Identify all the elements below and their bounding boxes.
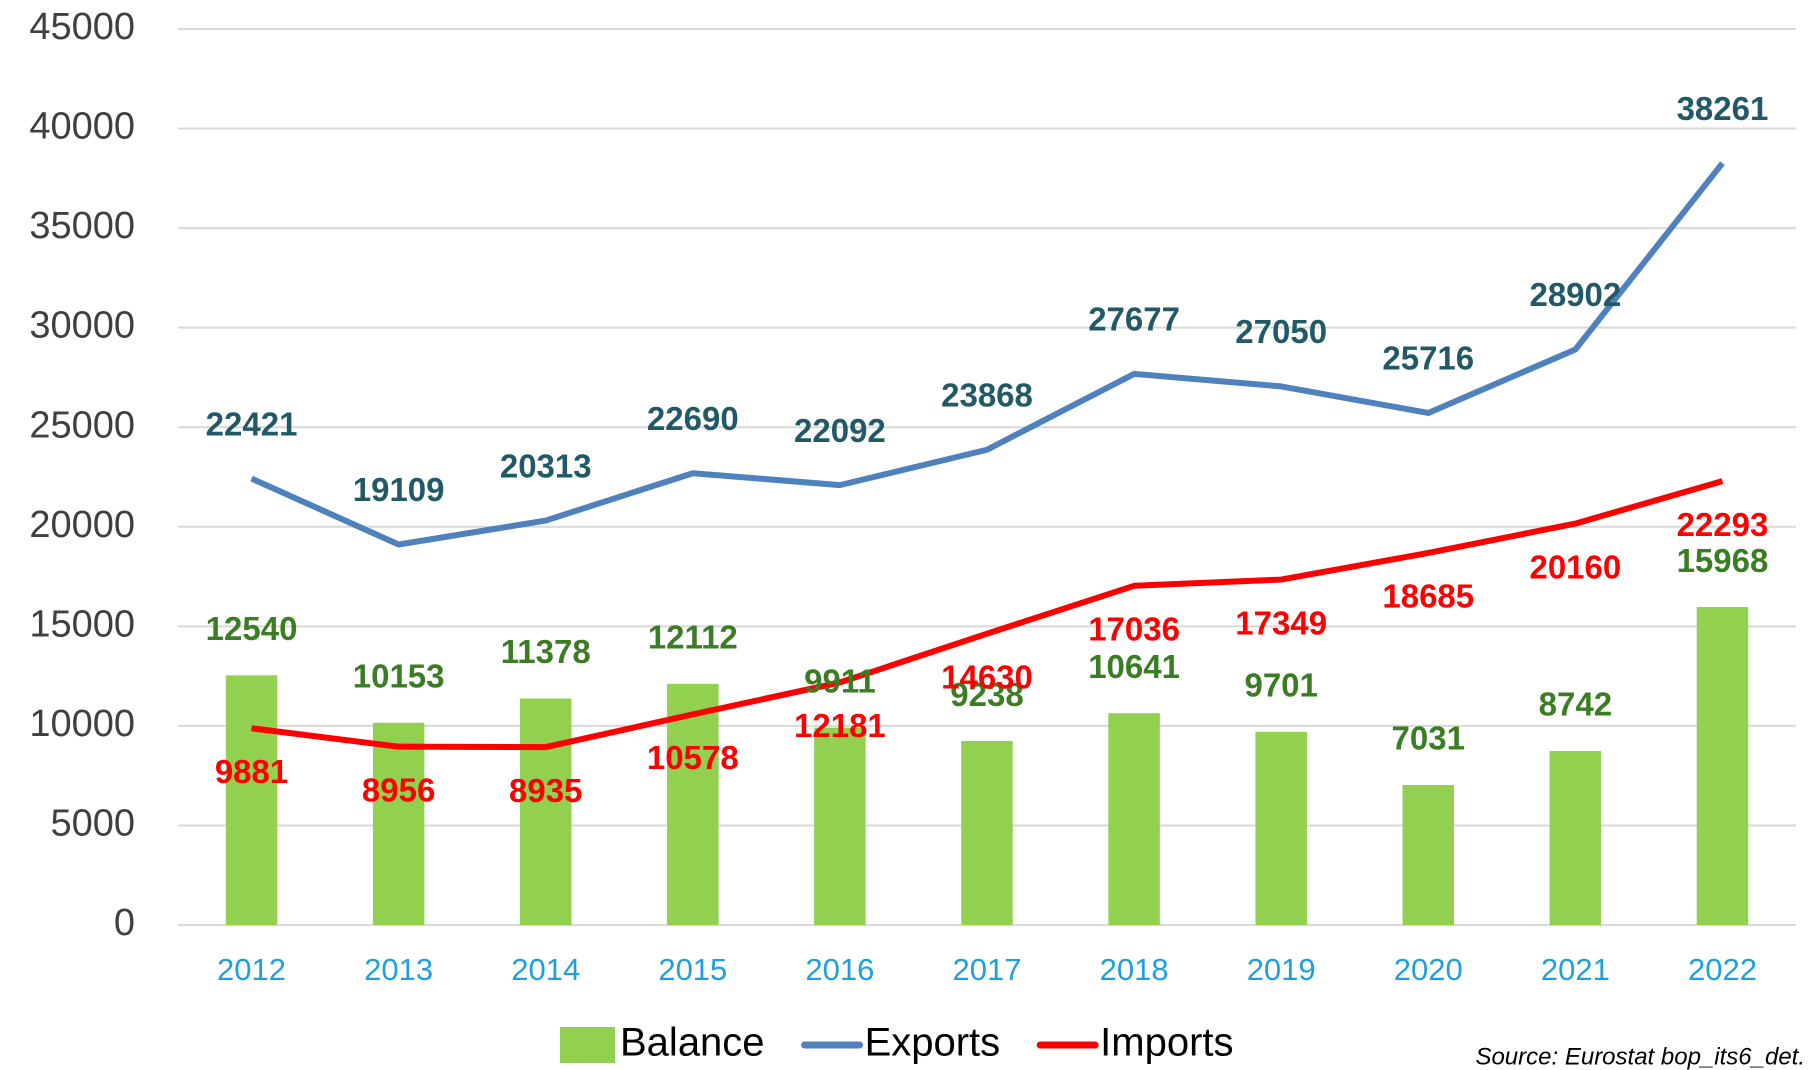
y-tick-label: 10000 <box>29 703 135 745</box>
bar <box>1549 750 1602 925</box>
legend-label: Imports <box>1100 1021 1233 1065</box>
data-label: 17036 <box>1088 611 1180 648</box>
bar <box>225 675 278 925</box>
y-tick-label: 20000 <box>29 504 135 546</box>
data-label: 28902 <box>1529 276 1621 313</box>
bar <box>814 727 866 925</box>
bar <box>1696 607 1749 925</box>
data-label: 15968 <box>1677 542 1769 579</box>
x-tick-label: 2013 <box>364 952 433 987</box>
x-tick-label: 2017 <box>953 952 1022 987</box>
x-tick-label: 2019 <box>1247 952 1316 987</box>
data-label: 22092 <box>794 412 886 449</box>
bar <box>1255 731 1307 925</box>
data-label: 9238 <box>950 676 1023 713</box>
x-tick-label: 2022 <box>1688 952 1757 987</box>
y-tick-label: 15000 <box>29 603 135 645</box>
data-label: 8742 <box>1539 686 1612 723</box>
data-label: 10641 <box>1088 648 1180 685</box>
data-label: 20313 <box>500 447 592 484</box>
legend-label: Exports <box>865 1021 1001 1065</box>
data-label: 20160 <box>1529 548 1621 585</box>
data-label: 19109 <box>353 471 445 508</box>
bar <box>372 722 425 925</box>
x-tick-label: 2014 <box>511 952 580 987</box>
legend-swatch <box>560 1027 615 1063</box>
y-tick-label: 30000 <box>29 305 135 347</box>
line-imports <box>251 478 1724 751</box>
data-label: 12540 <box>206 610 298 647</box>
data-label: 12181 <box>794 707 886 744</box>
data-label: 12112 <box>648 619 738 656</box>
data-label: 27677 <box>1088 301 1180 338</box>
legend-label: Balance <box>620 1021 765 1065</box>
bar <box>1108 713 1160 925</box>
data-label: 8956 <box>362 771 435 808</box>
source-note: Source: Eurostat bop_its6_det. <box>1475 1043 1805 1070</box>
x-tick-label: 2021 <box>1541 952 1610 987</box>
y-tick-label: 45000 <box>29 6 135 48</box>
line-exports <box>250 161 1725 548</box>
data-label: 27050 <box>1235 313 1327 350</box>
data-label: 22293 <box>1677 506 1769 543</box>
bar <box>1402 785 1455 925</box>
data-label: 14630 <box>941 658 1033 695</box>
data-label: 25716 <box>1382 340 1474 377</box>
data-label: 10153 <box>353 658 445 695</box>
data-label: 7031 <box>1392 720 1465 757</box>
data-label: 9881 <box>215 753 288 790</box>
x-tick-label: 2016 <box>805 952 874 987</box>
data-label: 38261 <box>1677 90 1769 127</box>
bar <box>519 698 572 925</box>
data-label: 22690 <box>647 400 739 437</box>
data-label: 10578 <box>647 739 739 776</box>
data-label: 23868 <box>941 376 1033 413</box>
data-label: 17349 <box>1235 604 1327 641</box>
y-tick-label: 35000 <box>29 205 135 247</box>
data-label: 9911 <box>804 662 876 699</box>
x-tick-label: 2012 <box>217 952 286 987</box>
x-tick-label: 2020 <box>1394 952 1463 987</box>
data-label: 18685 <box>1382 578 1474 615</box>
y-tick-label: 40000 <box>29 106 135 148</box>
y-tick-label: 25000 <box>29 404 135 446</box>
data-label: 11378 <box>501 633 591 670</box>
bar <box>961 741 1013 925</box>
data-label: 9701 <box>1244 667 1317 704</box>
x-tick-label: 2018 <box>1100 952 1169 987</box>
data-label: 8935 <box>509 772 582 809</box>
data-label: 22421 <box>206 405 298 442</box>
bar <box>667 683 719 925</box>
y-tick-label: 5000 <box>50 802 135 844</box>
y-tick-label: 0 <box>114 902 135 944</box>
x-tick-label: 2015 <box>658 952 727 987</box>
